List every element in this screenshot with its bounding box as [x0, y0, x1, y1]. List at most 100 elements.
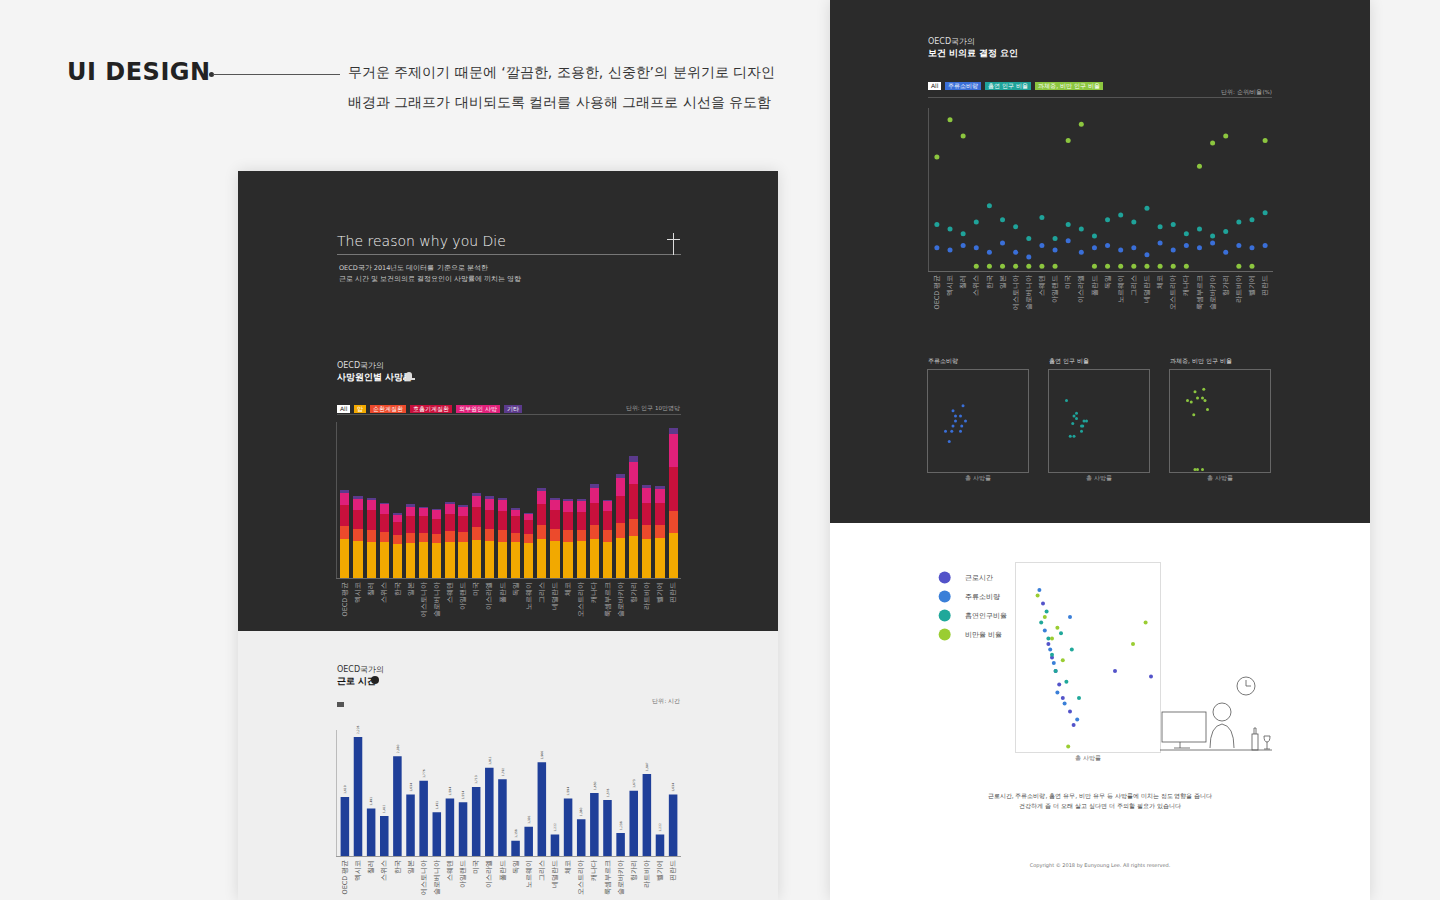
svg-text:미국: 미국 — [472, 582, 480, 596]
svg-text:1,792: 1,792 — [501, 768, 505, 777]
svg-text:룩셈부르크: 룩셈부르크 — [604, 582, 612, 617]
svg-text:OECD 평균: OECD 평균 — [341, 582, 349, 617]
svg-text:칠레: 칠레 — [367, 582, 375, 596]
svg-text:멕시코: 멕시코 — [946, 275, 954, 296]
svg-text:1,491: 1,491 — [369, 797, 373, 806]
svg-text:룩셈부르크: 룩셈부르크 — [1196, 275, 1204, 310]
svg-text:비만율 비율: 비만율 비율 — [965, 631, 1002, 639]
svg-text:이스라엘: 이스라엘 — [1077, 275, 1085, 303]
svg-text:오스트리아: 오스트리아 — [1169, 275, 1177, 310]
svg-text:스웨덴: 스웨덴 — [446, 582, 454, 603]
svg-text:총 사망률: 총 사망률 — [1207, 474, 1233, 481]
svg-text:네덜란드: 네덜란드 — [551, 860, 559, 888]
svg-text:1,222: 1,222 — [553, 823, 557, 832]
svg-text:핀란드: 핀란드 — [669, 582, 677, 603]
svg-text:아일랜드: 아일랜드 — [459, 860, 467, 888]
svg-text:독일: 독일 — [1104, 275, 1112, 289]
svg-text:일본: 일본 — [407, 582, 415, 596]
svg-text:1,610: 1,610 — [343, 785, 347, 794]
svg-text:1,301: 1,301 — [527, 815, 531, 824]
svg-text:슬로바키아: 슬로바키아 — [617, 860, 625, 895]
svg-text:핀란드: 핀란드 — [669, 860, 677, 881]
svg-text:스웨덴: 스웨덴 — [1038, 275, 1046, 296]
svg-text:1,776: 1,776 — [422, 769, 426, 778]
svg-text:아일랜드: 아일랜드 — [1051, 275, 1059, 303]
svg-text:폴란드: 폴란드 — [1091, 275, 1099, 296]
svg-text:에스토니아: 에스토니아 — [1012, 275, 1020, 310]
svg-text:1,966: 1,966 — [540, 751, 544, 760]
svg-text:1,578: 1,578 — [606, 788, 610, 797]
svg-text:노르웨이: 노르웨이 — [525, 582, 533, 610]
svg-text:OECD 평균: OECD 평균 — [341, 860, 349, 895]
svg-text:캐나다: 캐나다 — [590, 860, 598, 881]
svg-text:라트비아: 라트비아 — [1235, 275, 1243, 303]
svg-text:1,713: 1,713 — [474, 775, 478, 784]
svg-text:독일: 독일 — [512, 582, 520, 596]
svg-text:1,634: 1,634 — [671, 783, 675, 792]
svg-text:그리스: 그리스 — [538, 582, 546, 603]
svg-text:1,222: 1,222 — [658, 823, 662, 832]
svg-text:헝가리: 헝가리 — [630, 582, 638, 603]
svg-text:슬로베니아: 슬로베니아 — [1025, 275, 1033, 310]
svg-text:이스라엘: 이스라엘 — [485, 582, 493, 610]
svg-text:일본: 일본 — [407, 860, 415, 874]
svg-text:주류소비량: 주류소비량 — [965, 593, 1000, 601]
svg-text:룩셈부르크: 룩셈부르크 — [604, 860, 612, 895]
svg-text:슬로바키아: 슬로바키아 — [1209, 275, 1217, 310]
svg-text:폴란드: 폴란드 — [499, 860, 507, 881]
svg-text:헝가리: 헝가리 — [1222, 275, 1230, 296]
svg-text:라트비아: 라트비아 — [643, 582, 651, 610]
svg-text:OECD 평균: OECD 평균 — [933, 275, 941, 310]
svg-text:1,380: 1,380 — [579, 808, 583, 817]
svg-text:슬로바키아: 슬로바키아 — [617, 582, 625, 617]
svg-text:칠레: 칠레 — [959, 275, 967, 289]
svg-text:한국: 한국 — [394, 860, 402, 874]
svg-text:폴란드: 폴란드 — [499, 582, 507, 603]
svg-text:근로시간: 근로시간 — [965, 574, 993, 582]
svg-text:1,238: 1,238 — [619, 821, 623, 830]
svg-text:총 사망률: 총 사망률 — [1075, 754, 1101, 761]
svg-text:노르웨이: 노르웨이 — [1117, 275, 1125, 303]
svg-text:멕시코: 멕시코 — [354, 860, 362, 881]
svg-text:헝가리: 헝가리 — [630, 860, 638, 881]
svg-text:에스토니아: 에스토니아 — [420, 860, 428, 895]
svg-text:1,594: 1,594 — [566, 787, 570, 796]
svg-text:스위스: 스위스 — [380, 860, 388, 881]
svg-text:흡연인구비율: 흡연인구비율 — [965, 612, 1007, 620]
svg-text:1,650: 1,650 — [593, 781, 597, 790]
svg-text:1,847: 1,847 — [645, 762, 649, 771]
svg-text:그리스: 그리스 — [538, 860, 546, 881]
svg-text:라트비아: 라트비아 — [643, 860, 651, 888]
svg-text:한국: 한국 — [986, 275, 994, 289]
svg-text:멕시코: 멕시코 — [354, 582, 362, 603]
svg-text:일본: 일본 — [999, 275, 1007, 289]
svg-text:1,634: 1,634 — [409, 783, 413, 792]
svg-text:체코: 체코 — [1156, 275, 1164, 289]
svg-text:총 사망률: 총 사망률 — [1086, 474, 1112, 481]
svg-text:미국: 미국 — [1064, 275, 1072, 289]
svg-text:1,594: 1,594 — [448, 787, 452, 796]
svg-text:미국: 미국 — [472, 860, 480, 874]
svg-text:벨기에: 벨기에 — [656, 860, 664, 881]
svg-text:아일랜드: 아일랜드 — [459, 582, 467, 610]
svg-text:2,030: 2,030 — [396, 745, 400, 754]
svg-text:슬로베니아: 슬로베니아 — [433, 582, 441, 617]
svg-text:스위스: 스위스 — [972, 275, 980, 296]
svg-text:한국: 한국 — [394, 582, 402, 596]
svg-text:스웨덴: 스웨덴 — [446, 860, 454, 881]
svg-text:슬로베니아: 슬로베니아 — [433, 860, 441, 895]
svg-text:이스라엘: 이스라엘 — [485, 860, 493, 888]
svg-text:1,158: 1,158 — [514, 829, 518, 838]
svg-text:네덜란드: 네덜란드 — [1143, 275, 1151, 303]
svg-text:1,451: 1,451 — [435, 801, 439, 810]
svg-text:오스트리아: 오스트리아 — [577, 860, 585, 895]
svg-text:벨기에: 벨기에 — [1248, 275, 1256, 296]
svg-text:캐나다: 캐나다 — [1182, 275, 1190, 296]
svg-text:총 사망률: 총 사망률 — [965, 474, 991, 481]
svg-text:스위스: 스위스 — [380, 582, 388, 603]
svg-text:벨기에: 벨기에 — [656, 582, 664, 603]
svg-text:핀란드: 핀란드 — [1261, 275, 1269, 296]
svg-text:노르웨이: 노르웨이 — [525, 860, 533, 888]
svg-text:체코: 체코 — [564, 860, 572, 874]
svg-text:칠레: 칠레 — [367, 860, 375, 874]
